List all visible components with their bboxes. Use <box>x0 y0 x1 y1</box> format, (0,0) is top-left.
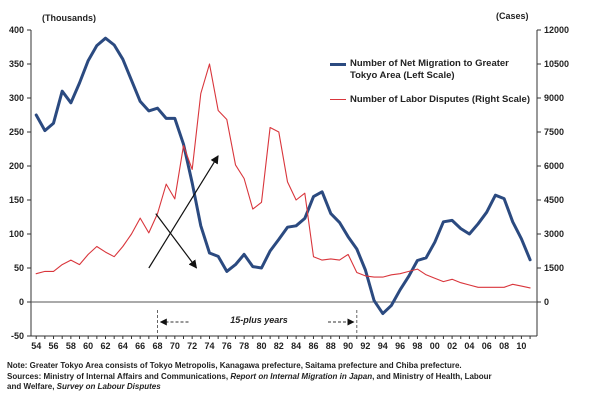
legend-item-net-migration: Number of Net Migration to Greater Tokyo… <box>330 58 530 82</box>
right-axis-tick-label: 6000 <box>544 161 564 171</box>
x-axis-tick-label: 92 <box>360 341 370 351</box>
legend-label-net-migration: Number of Net Migration to Greater Tokyo… <box>350 58 509 81</box>
left-axis-tick-label: 250 <box>9 127 24 137</box>
right-axis-tick-label: 3000 <box>544 229 564 239</box>
x-axis-tick-label: 02 <box>447 341 457 351</box>
sources-line-2: and Welfare, Survey on Labour Disputes <box>7 382 587 393</box>
x-axis-tick-label: 00 <box>430 341 440 351</box>
annotation-arrow-down <box>155 213 197 269</box>
right-axis-unit: (Cases) <box>496 11 529 21</box>
left-axis-tick-label: 350 <box>9 59 24 69</box>
source-survey-title: Survey on Labour Disputes <box>56 382 161 391</box>
x-axis-tick-label: 78 <box>239 341 249 351</box>
source-report-title: Report on Internal Migration in Japan <box>230 371 373 381</box>
x-axis-tick-label: 70 <box>170 341 180 351</box>
x-axis-tick-label: 54 <box>31 341 41 351</box>
x-axis-tick-label: 58 <box>66 341 76 351</box>
sources-prefix: Sources: Ministry of Internal Affairs an… <box>7 371 229 381</box>
right-axis-tick-label: 1500 <box>544 263 564 273</box>
right-axis-tick-label: 9000 <box>544 93 564 103</box>
x-axis-tick-label: 74 <box>204 341 214 351</box>
x-axis-tick-label: 88 <box>326 341 336 351</box>
left-axis-unit: (Thousands) <box>42 13 96 23</box>
sources-middle: , and Ministry of Health, Labour <box>372 371 492 381</box>
note-line: Note: Greater Tokyo Area consists of Tok… <box>7 361 462 370</box>
x-axis-tick-label: 80 <box>256 341 266 351</box>
left-axis-tick-label: 150 <box>9 195 24 205</box>
left-axis-tick-label: 300 <box>9 93 24 103</box>
legend-item-labor-disputes: Number of Labor Disputes (Right Scale) <box>330 94 530 106</box>
legend: Number of Net Migration to Greater Tokyo… <box>330 58 530 106</box>
left-axis-tick-label: 0 <box>19 297 24 307</box>
right-axis-tick-label: 4500 <box>544 195 564 205</box>
x-axis-tick-label: 62 <box>101 341 111 351</box>
series-line-labor-disputes <box>35 63 531 289</box>
x-axis-tick-label: 06 <box>482 341 492 351</box>
x-axis-tick-label: 10 <box>516 341 526 351</box>
left-axis-tick-label: 400 <box>9 25 24 35</box>
x-axis-tick-label: 94 <box>378 341 388 351</box>
x-axis-tick-label: 56 <box>49 341 59 351</box>
x-axis-tick-label: 90 <box>343 341 353 351</box>
annotation-arrow-up <box>148 155 219 269</box>
legend-swatch-labor-disputes <box>330 99 346 100</box>
right-axis-tick-label: 0 <box>544 297 549 307</box>
left-axis-tick-label: 100 <box>9 229 24 239</box>
x-axis-tick-label: 08 <box>499 341 509 351</box>
sources-line: Sources: Ministry of Internal Affairs an… <box>7 372 587 383</box>
x-axis-tick-label: 98 <box>412 341 422 351</box>
x-axis-tick-label: 64 <box>118 341 128 351</box>
x-axis-tick-label: 66 <box>135 341 145 351</box>
series-line-net-migration <box>34 36 532 316</box>
legend-label-labor-disputes: Number of Labor Disputes (Right Scale) <box>350 94 530 105</box>
left-axis-tick-label: 50 <box>14 263 24 273</box>
x-axis-tick-label: 76 <box>222 341 232 351</box>
right-axis-tick-label: 12000 <box>544 25 569 35</box>
x-axis-tick-label: 72 <box>187 341 197 351</box>
x-axis-tick-label: 68 <box>152 341 162 351</box>
x-axis-tick-label: 86 <box>308 341 318 351</box>
left-axis-tick-label: 200 <box>9 161 24 171</box>
left-axis-tick-label: -50 <box>11 331 24 341</box>
x-axis-tick-label: 84 <box>291 341 301 351</box>
x-axis-tick-label: 04 <box>464 341 474 351</box>
right-axis-tick-label: 7500 <box>544 127 564 137</box>
x-axis-tick-label: 60 <box>83 341 93 351</box>
period-label: 15-plus years <box>230 315 288 325</box>
chart-notes: Note: Greater Tokyo Area consists of Tok… <box>7 361 587 393</box>
x-axis-tick-label: 96 <box>395 341 405 351</box>
right-axis-tick-label: 10500 <box>544 59 569 69</box>
x-axis-tick-label: 82 <box>274 341 284 351</box>
legend-swatch-net-migration <box>330 63 346 66</box>
sources-suffix: and Welfare, <box>7 382 55 391</box>
